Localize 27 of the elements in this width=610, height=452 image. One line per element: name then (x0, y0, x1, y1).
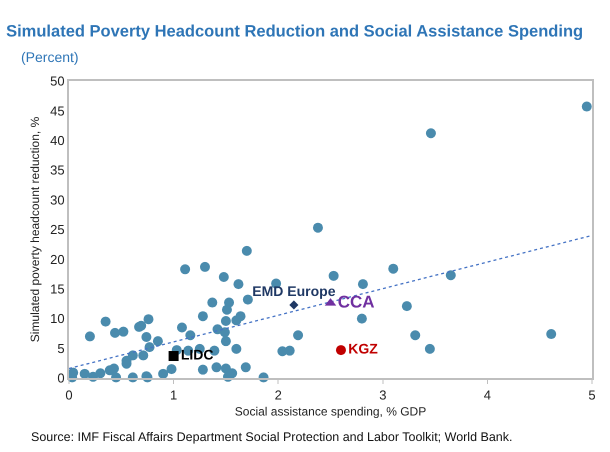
x-axis-title: Social assistance spending, % GDP (234, 404, 426, 419)
chart-title: Simulated Poverty Headcount Reduction and Social Assistance Spending (6, 22, 584, 40)
y-tick-label: 10 (50, 311, 65, 326)
x-tick-label: 5 (588, 387, 596, 402)
series-label: KGZ (348, 340, 378, 357)
y-tick-label: 15 (50, 281, 65, 296)
x-tick-label: 3 (379, 387, 386, 402)
y-tick-label: 5 (57, 340, 65, 356)
y-tick-label: 50 (50, 74, 65, 89)
point (289, 300, 298, 310)
y-tick-label: 45 (50, 103, 65, 118)
x-tick-label: 2 (274, 387, 282, 402)
y-tick-label: 30 (50, 192, 65, 208)
y-tick-label: 25 (50, 222, 65, 238)
x-tick-label: 1 (170, 387, 178, 402)
point (168, 351, 179, 362)
series-label: EMD Europe (252, 283, 336, 300)
y-axis-title: Simulated poverty headcount reduction, % (28, 116, 42, 342)
y-tick-label: 40 (50, 132, 65, 148)
y-tick-label: 20 (50, 252, 65, 267)
x-tick-label: 4 (484, 387, 492, 402)
chart-subtitle: (Percent) (21, 49, 79, 65)
source-note: Source: IMF Fiscal Affairs Department Social Protection and Labor Toolkit; World Bank. (31, 430, 512, 444)
y-tick-label: 0 (57, 370, 65, 386)
y-tick-label: 35 (50, 162, 65, 178)
series-label: CCA (338, 292, 375, 312)
point (336, 345, 346, 356)
